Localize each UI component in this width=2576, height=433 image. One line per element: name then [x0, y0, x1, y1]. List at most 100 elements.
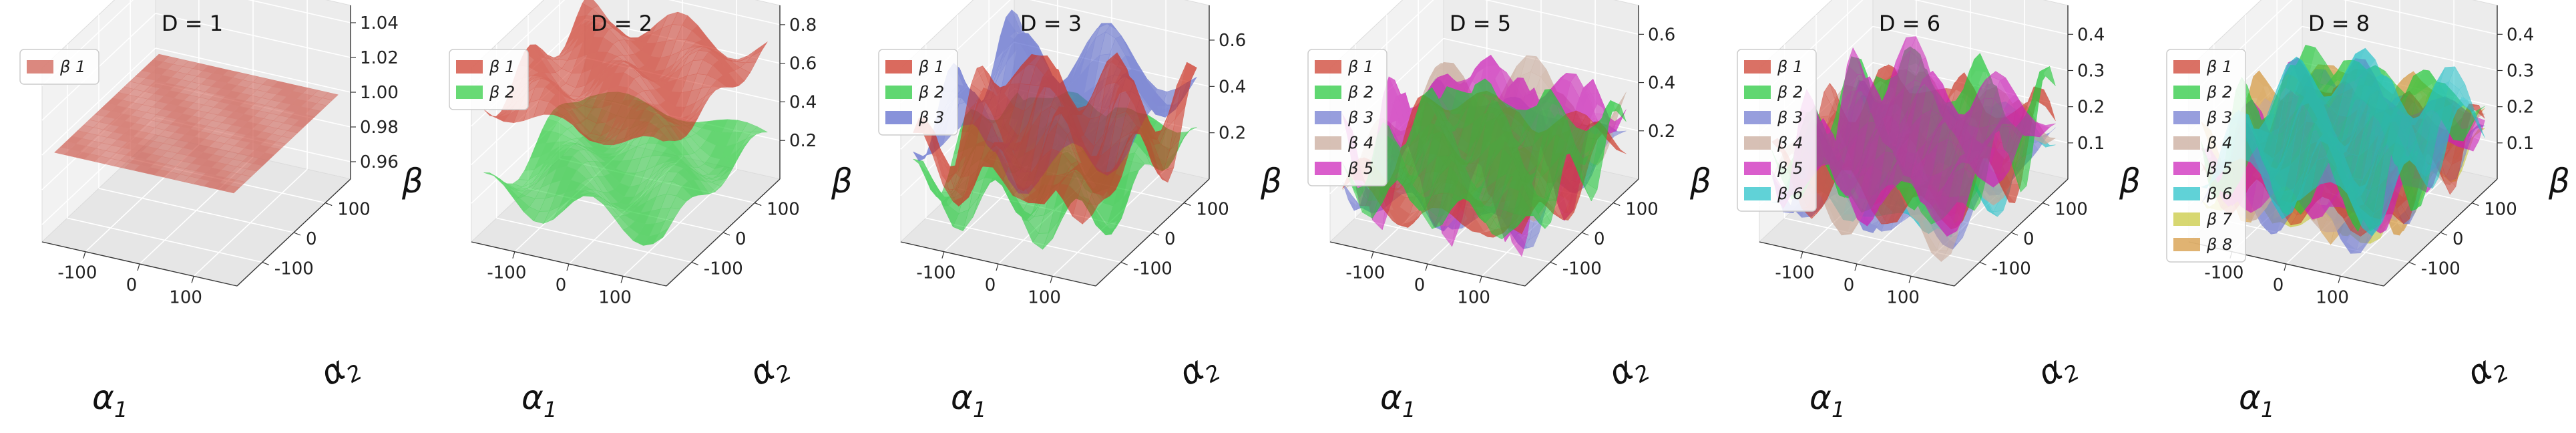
- legend-swatch: [456, 60, 483, 74]
- x-axis-label: α1: [92, 378, 128, 422]
- x-tick-label: 0: [985, 275, 996, 295]
- legend-frame: [449, 49, 529, 110]
- grid-line-y: [98, 188, 294, 233]
- x-tick: [566, 263, 570, 271]
- z-tick-label: 0.4: [1648, 74, 1675, 94]
- z-tick-label: 1.02: [360, 48, 399, 68]
- y-axis-label: α2: [314, 343, 366, 398]
- y-tick-label: 100: [1196, 200, 1229, 220]
- grid-line-z: [247, 0, 351, 23]
- legend-entry-label: β 1: [59, 57, 85, 76]
- y-tick-label: -100: [704, 259, 743, 279]
- y-tick-label: -100: [274, 259, 314, 279]
- surface-patch: [483, 172, 500, 179]
- grid-line-z: [41, 47, 156, 156]
- x-tick-label: 100: [1028, 287, 1061, 307]
- z-tick-label: 0.6: [1648, 25, 1675, 45]
- subplot-title: D = 3: [1020, 11, 1082, 36]
- y-tick: [754, 202, 762, 206]
- x-tick: [620, 276, 624, 283]
- y-tick: [1581, 232, 1589, 236]
- subplot-title: D = 5: [1450, 11, 1511, 36]
- x-tick-label: 100: [169, 287, 202, 307]
- x-tick: [83, 251, 86, 259]
- surface-β-1: [483, 0, 768, 146]
- z-tick-label: 0.98: [360, 118, 399, 138]
- y-tick: [722, 232, 730, 236]
- x-axis-label: α1: [521, 378, 557, 422]
- legend: β 1β 2β 3: [878, 49, 958, 136]
- x-tick: [1371, 251, 1374, 259]
- x-tick: [512, 251, 515, 259]
- y-tick-label: 0: [306, 229, 317, 249]
- grid-line-y: [67, 217, 262, 263]
- legend-frame: [19, 49, 99, 85]
- legend-entry-label: β 5: [1347, 159, 1373, 178]
- y-tick: [1550, 261, 1558, 266]
- grid-line-z: [668, 0, 781, 25]
- y-tick-label: 0: [735, 229, 746, 249]
- surface-β-1: [54, 53, 339, 194]
- z-tick-label: 0.4: [789, 92, 817, 112]
- surface-patch: [54, 146, 71, 155]
- x-axis-label: α1: [951, 378, 986, 422]
- y-axis-label: α2: [743, 343, 795, 398]
- x-tick-label: 100: [1457, 287, 1490, 307]
- subplot-1: -1000100-10001000.960.981.001.021.04α1α2…: [19, 0, 423, 422]
- x-tick-label: 0: [556, 275, 567, 295]
- y-tick: [325, 202, 333, 206]
- y-tick-label: 100: [767, 200, 800, 220]
- legend: β 1: [19, 49, 99, 85]
- y-axis-label: α2: [1172, 343, 1225, 398]
- y-tick-label: -100: [1133, 259, 1172, 279]
- y-tick: [293, 232, 301, 236]
- x-tick-label: 100: [598, 287, 632, 307]
- legend-swatch: [1315, 86, 1341, 99]
- legend-entry-label: β 2: [918, 83, 944, 102]
- z-axis-label: β: [401, 162, 423, 200]
- z-tick-label: 0.2: [1648, 122, 1675, 142]
- y-tick-label: 100: [1625, 200, 1659, 220]
- grid-line-z: [155, 13, 351, 58]
- legend-entry-label: β 3: [918, 108, 944, 127]
- legend-swatch: [27, 60, 53, 74]
- y-tick: [1120, 261, 1128, 266]
- x-tick-label: 0: [126, 275, 138, 295]
- legend-entry-label: β 4: [1347, 134, 1373, 152]
- legend-swatch: [456, 86, 483, 99]
- x-tick-label: -100: [916, 263, 955, 283]
- x-tick: [191, 276, 194, 283]
- legend-swatch: [1315, 162, 1341, 175]
- subplot-title: D = 1: [162, 11, 223, 36]
- z-tick-label: 0.6: [1219, 31, 1246, 51]
- y-tick: [691, 261, 699, 266]
- subplot-title: D = 2: [591, 11, 652, 36]
- legend-entry-label: β 2: [1347, 83, 1373, 102]
- legend-swatch: [1315, 111, 1341, 124]
- x-tick: [1050, 276, 1053, 283]
- x-tick-label: -100: [1345, 263, 1385, 283]
- y-tick-label: 0: [1164, 229, 1176, 249]
- legend-swatch: [885, 86, 912, 99]
- x-tick-label: 0: [1414, 275, 1426, 295]
- z-tick-label: 0.96: [360, 152, 399, 172]
- z-tick-label: 0.6: [789, 54, 817, 74]
- z-axis-label: β: [831, 162, 853, 200]
- x-tick: [1425, 263, 1428, 271]
- z-tick-label: 1.00: [360, 83, 399, 103]
- x-tick: [941, 251, 945, 259]
- y-tick: [1613, 202, 1621, 206]
- legend-swatch: [1315, 60, 1341, 74]
- z-tick-label: 0.8: [789, 15, 817, 35]
- x-tick: [137, 263, 140, 271]
- legend-swatch: [885, 111, 912, 124]
- x-tick: [996, 263, 999, 271]
- grid-line-z: [155, 47, 351, 93]
- legend: β 1β 2β 3β 4β 5: [1307, 49, 1387, 186]
- y-tick-label: -100: [1562, 259, 1602, 279]
- legend-entry-label: β 1: [1347, 57, 1373, 76]
- z-tick-label: 1.04: [360, 13, 399, 33]
